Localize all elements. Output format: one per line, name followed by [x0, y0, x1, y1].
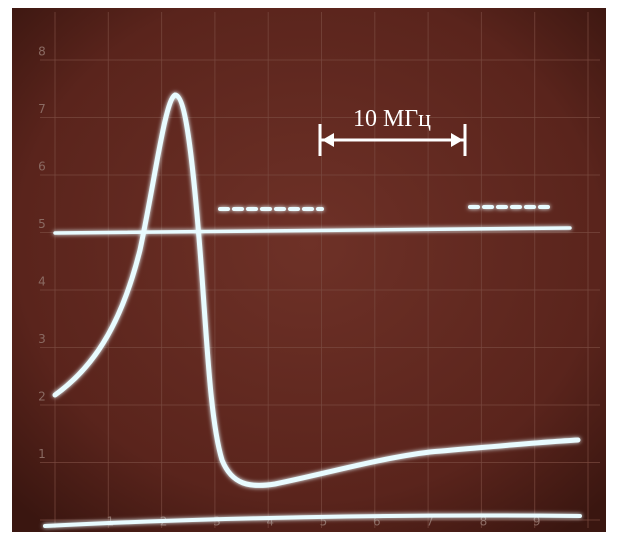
marker-line — [53, 226, 572, 235]
baseline — [43, 513, 582, 528]
y-label: 8 — [38, 45, 46, 59]
screen — [12, 8, 606, 532]
x-label: 9 — [533, 515, 541, 529]
x-label: 6 — [373, 515, 381, 529]
y-label: 7 — [38, 102, 46, 116]
annotation: 10 МГц — [353, 106, 431, 132]
resonance-curve — [52, 92, 581, 488]
y-label: 6 — [38, 160, 46, 174]
y-label: 5 — [38, 217, 46, 231]
x-label: 5 — [320, 515, 328, 529]
x-label: 3 — [213, 515, 221, 529]
scale-bar: 10 МГц — [318, 106, 467, 156]
y-label: 3 — [38, 332, 46, 346]
traces — [43, 92, 582, 528]
y-label: 1 — [38, 447, 46, 461]
x-label: 4 — [266, 515, 274, 529]
x-label: 7 — [426, 515, 434, 529]
graticule — [40, 12, 600, 528]
y-label: 2 — [38, 390, 46, 404]
y-label: 4 — [38, 275, 46, 289]
x-label: 8 — [480, 515, 488, 529]
